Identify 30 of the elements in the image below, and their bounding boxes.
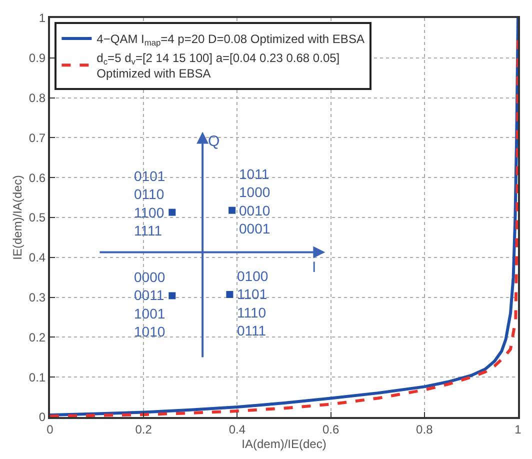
y-axis-title: IE(dem)/IA(dec): [10, 175, 25, 260]
legend-label: 4−QAM I$_{map}$=4 p=20 D=0.08 Optimized with EBSA: [96, 32, 364, 48]
annotation: 0100 1101 1110 0111: [237, 268, 268, 339]
point: [168, 292, 176, 300]
y-tick-label: 0.1: [28, 370, 46, 384]
y-tick-label: 0.3: [28, 290, 46, 304]
x-tick-label: 0.4: [228, 422, 246, 436]
y-tick-label: 0.8: [28, 91, 46, 105]
x-axis-title: IA(dem)/IE(dec): [242, 436, 326, 451]
y-tick-label: 0: [38, 410, 46, 424]
point: [168, 208, 176, 216]
legend-label: d$_{c}$=5 d$_{v}$=[2 14 15 100] a=[0.04 0.23 0.68 0.05] Optimized with EBSA: [96, 50, 340, 81]
annotation: I: [312, 259, 316, 276]
x-tick-label: 1: [514, 422, 522, 436]
x-tick-label: 0.8: [416, 422, 434, 436]
annotation: Q: [208, 133, 220, 150]
annotation: 0000 0011 1001 1010: [134, 269, 166, 340]
point: [228, 206, 236, 214]
y-tick-label: 1: [38, 11, 46, 26]
y-tick-label: 0.9: [28, 51, 46, 66]
point: [226, 291, 234, 298]
x-tick-label: 0.2: [135, 422, 152, 436]
y-tick-label: 0.5: [28, 210, 46, 225]
x-tick-label: 0.6: [322, 422, 340, 436]
y-tick-label: 0.6: [28, 170, 46, 185]
y-tick-label: 0.4: [28, 250, 46, 265]
y-tick-label: 0.7: [28, 130, 46, 145]
annotation: 0101 0110 1100 1111: [134, 168, 166, 239]
annotation: 1011 1000 0010 0001: [239, 166, 270, 237]
y-tick-label: 0.2: [28, 330, 46, 344]
